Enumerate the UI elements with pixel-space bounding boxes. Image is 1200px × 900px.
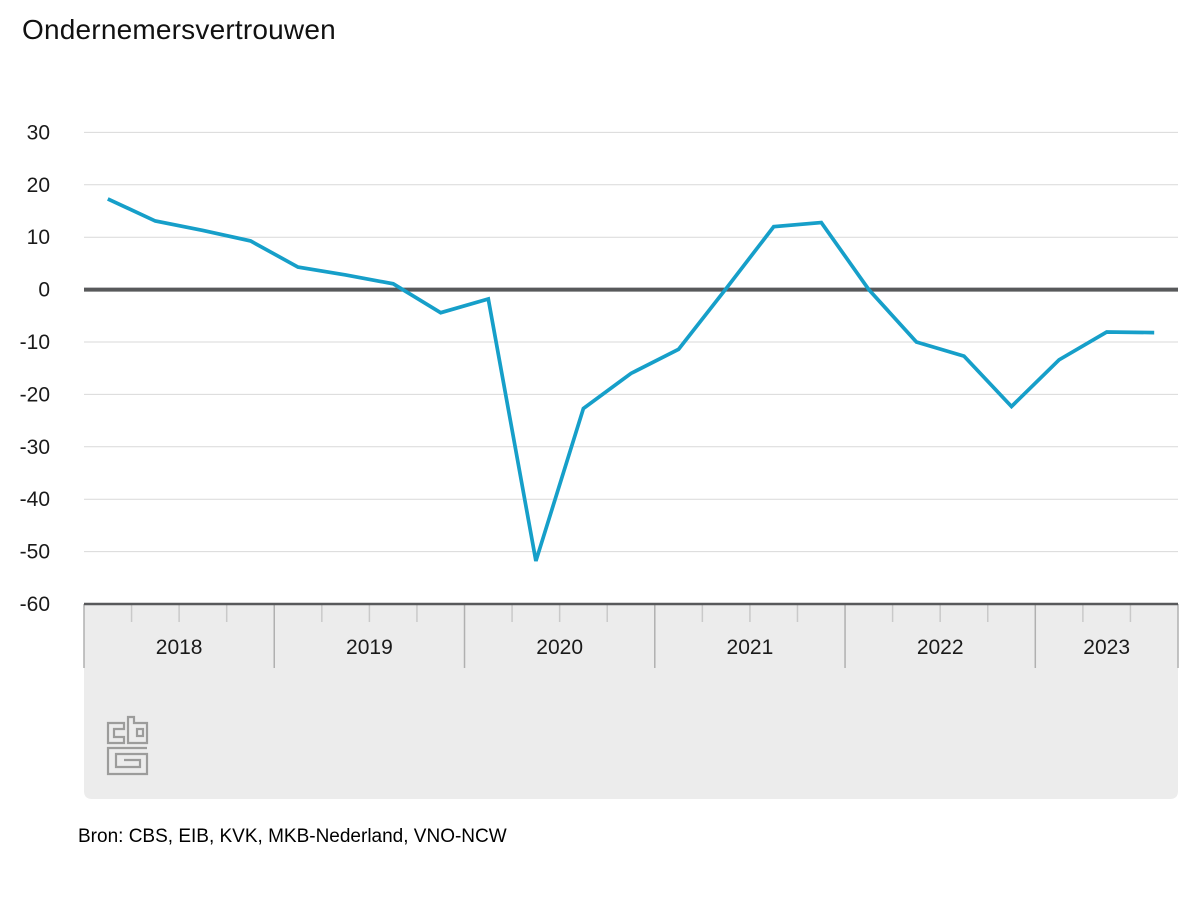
year-label: 2022 [917, 636, 964, 659]
y-axis-label: -60 [20, 593, 50, 616]
source-note: Bron: CBS, EIB, KVK, MKB-Nederland, VNO-… [78, 826, 507, 847]
y-axis-label: -10 [20, 331, 50, 354]
cbs-logo-icon [106, 715, 149, 776]
chart-plot-area: 30 20 10 0 -10 -20 -30 -40 -50 -60 2018 2019 2020 202… [20, 121, 1179, 799]
cbs-logo-letter-s [106, 746, 149, 776]
y-axis-label: -40 [20, 488, 50, 511]
year-label: 2019 [346, 636, 393, 659]
y-axis-label: -50 [20, 541, 50, 564]
y-axis-label: -20 [20, 383, 50, 406]
cbs-logo-letter-c [106, 721, 126, 745]
year-label: 2023 [1083, 636, 1130, 659]
x-axis-band [84, 604, 1178, 799]
year-label: 2021 [727, 636, 774, 659]
chart-title: Ondernemersvertrouwen [22, 14, 336, 45]
y-axis-label: 30 [27, 121, 50, 144]
year-label: 2018 [156, 636, 203, 659]
year-label: 2020 [536, 636, 583, 659]
data-line [107, 197, 1155, 562]
y-axis-label: 20 [27, 174, 50, 197]
y-axis-label: 0 [38, 279, 50, 302]
cbs-logo-letter-b [126, 715, 149, 745]
cbs-logo-letter-b-counter [135, 727, 145, 738]
y-axis-label: 10 [27, 226, 50, 249]
y-axis-label: -30 [20, 436, 50, 459]
